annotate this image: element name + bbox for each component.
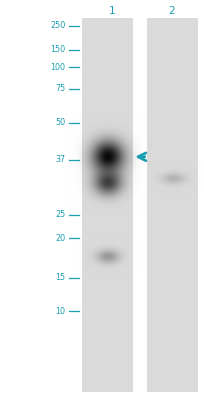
Text: 75: 75 — [55, 84, 65, 93]
Text: 10: 10 — [55, 307, 65, 316]
Text: 15: 15 — [55, 274, 65, 282]
Text: 25: 25 — [55, 210, 65, 219]
Text: 150: 150 — [50, 46, 65, 54]
Text: 1: 1 — [108, 6, 114, 16]
Text: 50: 50 — [55, 118, 65, 127]
Text: 37: 37 — [55, 156, 65, 164]
Text: 250: 250 — [50, 22, 65, 30]
Text: 2: 2 — [167, 6, 174, 16]
Text: 100: 100 — [50, 63, 65, 72]
Text: 20: 20 — [55, 234, 65, 243]
